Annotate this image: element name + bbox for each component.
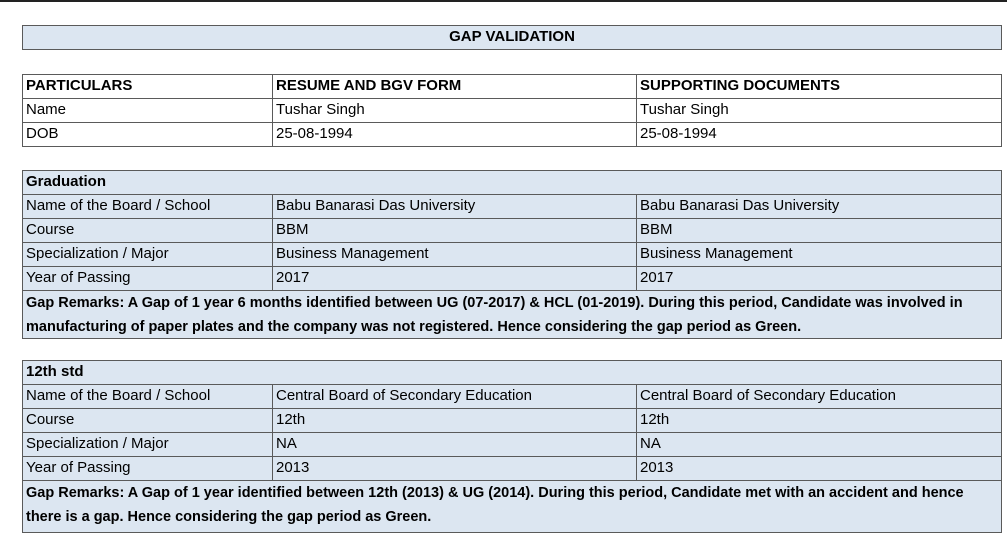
section-cell: NA [272,432,637,457]
section-cell: 12th [636,408,1002,433]
header-cell: RESUME AND BGV FORM [272,74,637,99]
section-heading: Graduation [22,170,1002,195]
section-cell: Course [22,218,273,243]
section-heading: 12th std [22,360,1002,385]
section-cell: Central Board of Secondary Education [272,384,637,409]
section-cell: Central Board of Secondary Education [636,384,1002,409]
section-cell: 2017 [272,266,637,291]
table-cell: Tushar Singh [272,98,637,123]
table-cell: Name [22,98,273,123]
section-cell: Business Management [272,242,637,267]
section-cell: BBM [272,218,637,243]
table-cell: 25-08-1994 [636,122,1002,147]
table-cell: Tushar Singh [636,98,1002,123]
section-cell: NA [636,432,1002,457]
title-bar: GAP VALIDATION [22,25,1002,50]
section-cell: BBM [636,218,1002,243]
section-cell: Course [22,408,273,433]
section-cell: Name of the Board / School [22,384,273,409]
section-cell: Business Management [636,242,1002,267]
section-cell: Name of the Board / School [22,194,273,219]
top-border [0,0,1007,2]
section-cell: 12th [272,408,637,433]
section-cell: 2013 [272,456,637,481]
section-cell: Babu Banarasi Das University [272,194,637,219]
table-cell: DOB [22,122,273,147]
table-cell: 25-08-1994 [272,122,637,147]
section-cell: 2013 [636,456,1002,481]
section-cell: Babu Banarasi Das University [636,194,1002,219]
gap-remarks: Gap Remarks: A Gap of 1 year identified … [22,480,1002,533]
section-cell: 2017 [636,266,1002,291]
section-cell: Specialization / Major [22,242,273,267]
section-cell: Year of Passing [22,266,273,291]
header-cell: PARTICULARS [22,74,273,99]
header-cell: SUPPORTING DOCUMENTS [636,74,1002,99]
section-cell: Specialization / Major [22,432,273,457]
section-cell: Year of Passing [22,456,273,481]
gap-remarks: Gap Remarks: A Gap of 1 year 6 months id… [22,290,1002,339]
